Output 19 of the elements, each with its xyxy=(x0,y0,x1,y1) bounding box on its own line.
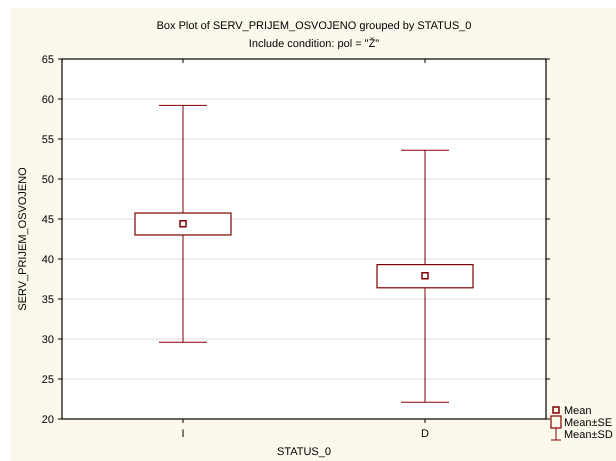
y-tick-label: 60 xyxy=(42,94,54,106)
x-tick-label: I xyxy=(181,428,185,440)
y-tick-label: 50 xyxy=(42,174,54,186)
y-tick-label: 40 xyxy=(42,254,54,266)
y-tick-label: 20 xyxy=(42,414,54,426)
chart-title: Box Plot of SERV_PRIJEM_OSVOJENO grouped by STATUS_0 xyxy=(156,20,472,32)
y-tick-label: 35 xyxy=(42,294,54,306)
y-tick-label: 65 xyxy=(42,54,54,66)
y-tick-label: 45 xyxy=(42,214,54,226)
x-tick-label: D xyxy=(421,428,430,440)
chart-subtitle: Include condition: pol = "Ž" xyxy=(248,37,380,50)
x-axis-title: STATUS_0 xyxy=(277,446,331,458)
text: Mean xyxy=(564,405,592,417)
y-axis-title: SERV_PRIJEM_OSVOJENO xyxy=(17,166,29,311)
y-tick-label: 30 xyxy=(42,334,54,346)
y-tick-label: 25 xyxy=(42,374,54,386)
text: Mean±SE xyxy=(564,417,612,429)
y-tick-label: 55 xyxy=(42,134,54,146)
text: Mean±SD xyxy=(564,429,613,441)
